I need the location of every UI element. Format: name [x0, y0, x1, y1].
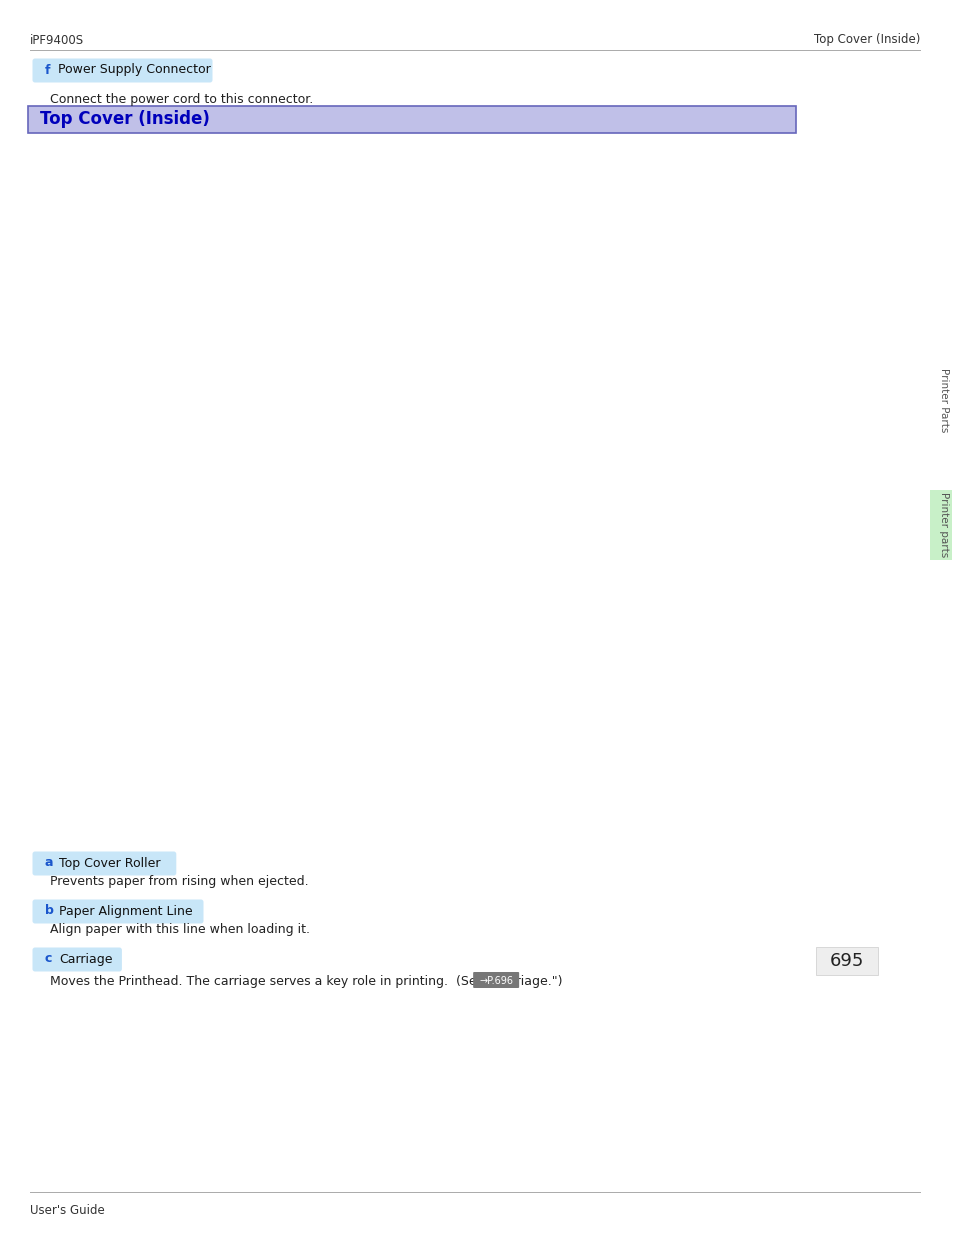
Text: Paper Alignment Line: Paper Alignment Line: [59, 904, 193, 918]
Text: iPF9400S: iPF9400S: [30, 33, 84, 47]
Text: b: b: [45, 904, 53, 918]
Text: User's Guide: User's Guide: [30, 1203, 105, 1216]
Bar: [815, 947, 877, 974]
Text: Moves the Printhead. The carriage serves a key role in printing.  (See "Carriage: Moves the Printhead. The carriage serves…: [50, 974, 562, 988]
FancyBboxPatch shape: [32, 899, 203, 924]
Text: Align paper with this line when loading it.: Align paper with this line when loading …: [50, 923, 310, 935]
Text: Top Cover (Inside): Top Cover (Inside): [40, 110, 210, 128]
Text: Printer Parts: Printer Parts: [938, 368, 948, 432]
Text: f: f: [45, 63, 51, 77]
Text: Power Supply Connector: Power Supply Connector: [58, 63, 211, 77]
Text: →P.696: →P.696: [478, 976, 513, 986]
Text: Carriage: Carriage: [59, 952, 112, 966]
Bar: [28, 106, 795, 133]
Text: c: c: [45, 952, 52, 966]
Text: Top Cover (Inside): Top Cover (Inside): [813, 33, 919, 47]
Bar: [28, 148, 795, 862]
Text: Prevents paper from rising when ejected.: Prevents paper from rising when ejected.: [50, 874, 309, 888]
FancyBboxPatch shape: [32, 947, 122, 972]
Text: Connect the power cord to this connector.: Connect the power cord to this connector…: [50, 94, 313, 106]
Text: Printer parts: Printer parts: [938, 493, 948, 558]
Text: a: a: [45, 857, 53, 869]
FancyBboxPatch shape: [32, 58, 213, 83]
Bar: [929, 490, 951, 559]
FancyBboxPatch shape: [32, 851, 176, 876]
Text: 695: 695: [829, 952, 863, 969]
Text: Top Cover Roller: Top Cover Roller: [59, 857, 160, 869]
FancyBboxPatch shape: [473, 972, 518, 988]
